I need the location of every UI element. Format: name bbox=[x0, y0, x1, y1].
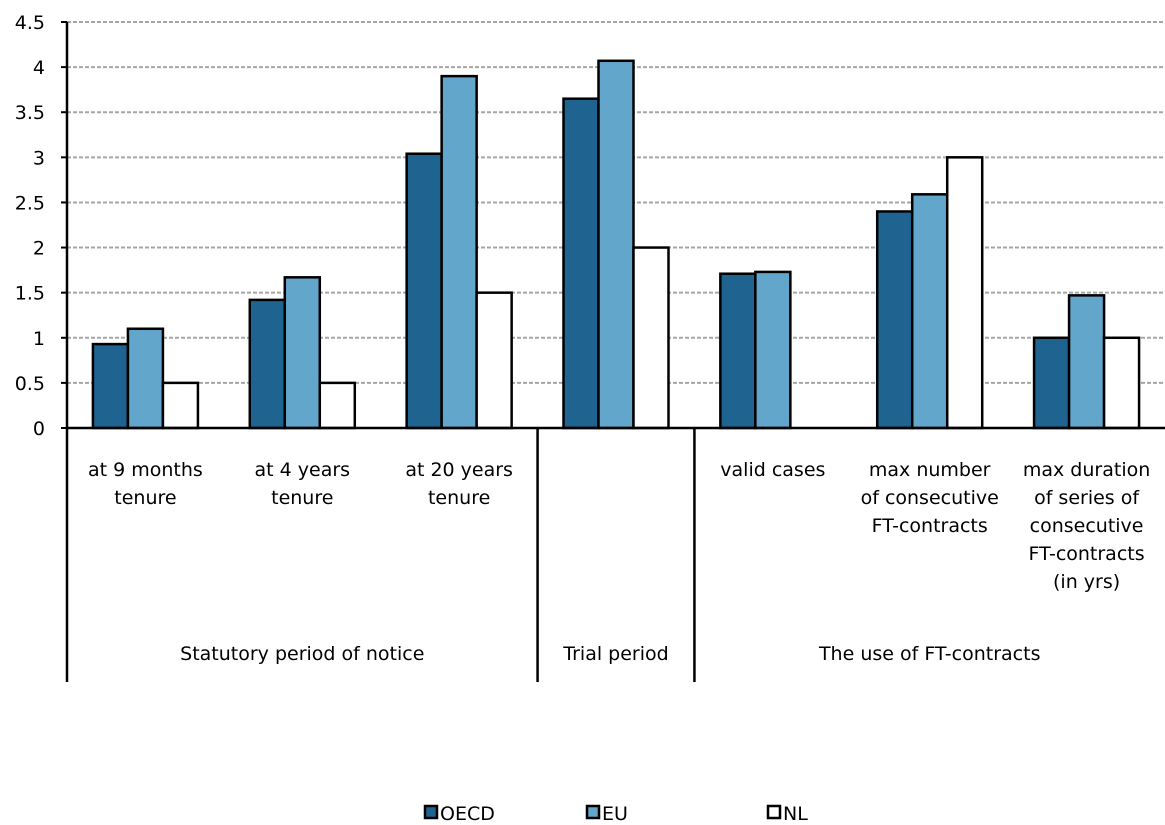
bar-eu bbox=[440, 74, 478, 430]
bar-eu bbox=[126, 327, 165, 430]
category-label: at 9 months tenure bbox=[88, 459, 203, 509]
legend-label-nl: NL bbox=[783, 803, 808, 825]
y-axis: 0 0.5 1 1.5 2 2.5 3 3.5 4 4.5 bbox=[15, 12, 69, 682]
category-label-line: of consecutive bbox=[861, 487, 999, 509]
bar-oecd bbox=[875, 210, 914, 430]
category-label-line: max number bbox=[869, 459, 991, 481]
category-label-line: of series of bbox=[1034, 487, 1140, 509]
category-label: max duration of series of consecutive FT-co… bbox=[1023, 459, 1150, 593]
bar-eu bbox=[910, 193, 949, 430]
category-label: valid cases bbox=[720, 459, 825, 481]
bar-nl bbox=[318, 381, 357, 430]
group-label: Trial period bbox=[562, 643, 668, 665]
category-label-line: valid cases bbox=[720, 459, 825, 481]
category-label-line: at 4 years bbox=[255, 459, 351, 481]
group-label: Statutory period of notice bbox=[180, 643, 424, 665]
category-label-line: consecutive bbox=[1030, 515, 1144, 537]
y-tick-label: 2 bbox=[33, 238, 45, 260]
category-label-line: at 20 years bbox=[405, 459, 513, 481]
category-label-line: at 9 months bbox=[88, 459, 203, 481]
bar-nl bbox=[475, 291, 513, 430]
legend-label-eu: EU bbox=[602, 803, 628, 825]
legend: OECD EU NL bbox=[423, 803, 808, 825]
y-tick-label: 0.5 bbox=[15, 373, 45, 395]
bar-nl bbox=[161, 381, 200, 430]
legend-swatch-oecd bbox=[423, 804, 439, 820]
bar-oecd bbox=[91, 342, 130, 430]
category-label: at 4 years tenure bbox=[255, 459, 351, 509]
y-tick-label: 4.5 bbox=[15, 12, 45, 34]
y-tick-label: 3.5 bbox=[15, 102, 45, 124]
y-tick-label: 1.5 bbox=[15, 283, 45, 305]
bar-nl bbox=[632, 246, 670, 430]
y-tick-label: 4 bbox=[33, 57, 45, 79]
category-label: max number of consecutive FT-contracts bbox=[861, 459, 999, 537]
legend-swatch-eu bbox=[585, 804, 601, 820]
bars bbox=[91, 59, 1141, 430]
bar-eu bbox=[1067, 294, 1106, 430]
category-label-line: FT-contracts bbox=[1029, 543, 1145, 565]
category-label-line: FT-contracts bbox=[872, 515, 988, 537]
bar-oecd bbox=[562, 97, 600, 430]
y-tick-label: 1 bbox=[33, 328, 45, 350]
y-tick-label: 2.5 bbox=[15, 192, 45, 214]
bar-oecd bbox=[1032, 336, 1071, 430]
legend-swatch-nl bbox=[766, 804, 782, 820]
category-label-line: tenure bbox=[114, 487, 176, 509]
category-label: at 20 years tenure bbox=[405, 459, 513, 509]
group-label: The use of FT-contracts bbox=[818, 643, 1041, 665]
bar-nl bbox=[1102, 336, 1141, 430]
category-label-line: tenure bbox=[428, 487, 490, 509]
bar-eu bbox=[597, 59, 635, 430]
bar-oecd bbox=[719, 272, 757, 430]
legend-label-oecd: OECD bbox=[440, 803, 495, 825]
y-tick-label: 3 bbox=[33, 147, 45, 169]
category-label-line: (in yrs) bbox=[1053, 571, 1120, 593]
bar-eu bbox=[754, 270, 792, 430]
bar-oecd bbox=[248, 298, 287, 430]
category-label-line: tenure bbox=[271, 487, 333, 509]
bar-oecd bbox=[405, 152, 443, 430]
category-label-line: max duration bbox=[1023, 459, 1150, 481]
bar-eu bbox=[283, 276, 322, 430]
y-tick-label: 0 bbox=[33, 418, 45, 440]
bar-nl bbox=[945, 156, 984, 430]
